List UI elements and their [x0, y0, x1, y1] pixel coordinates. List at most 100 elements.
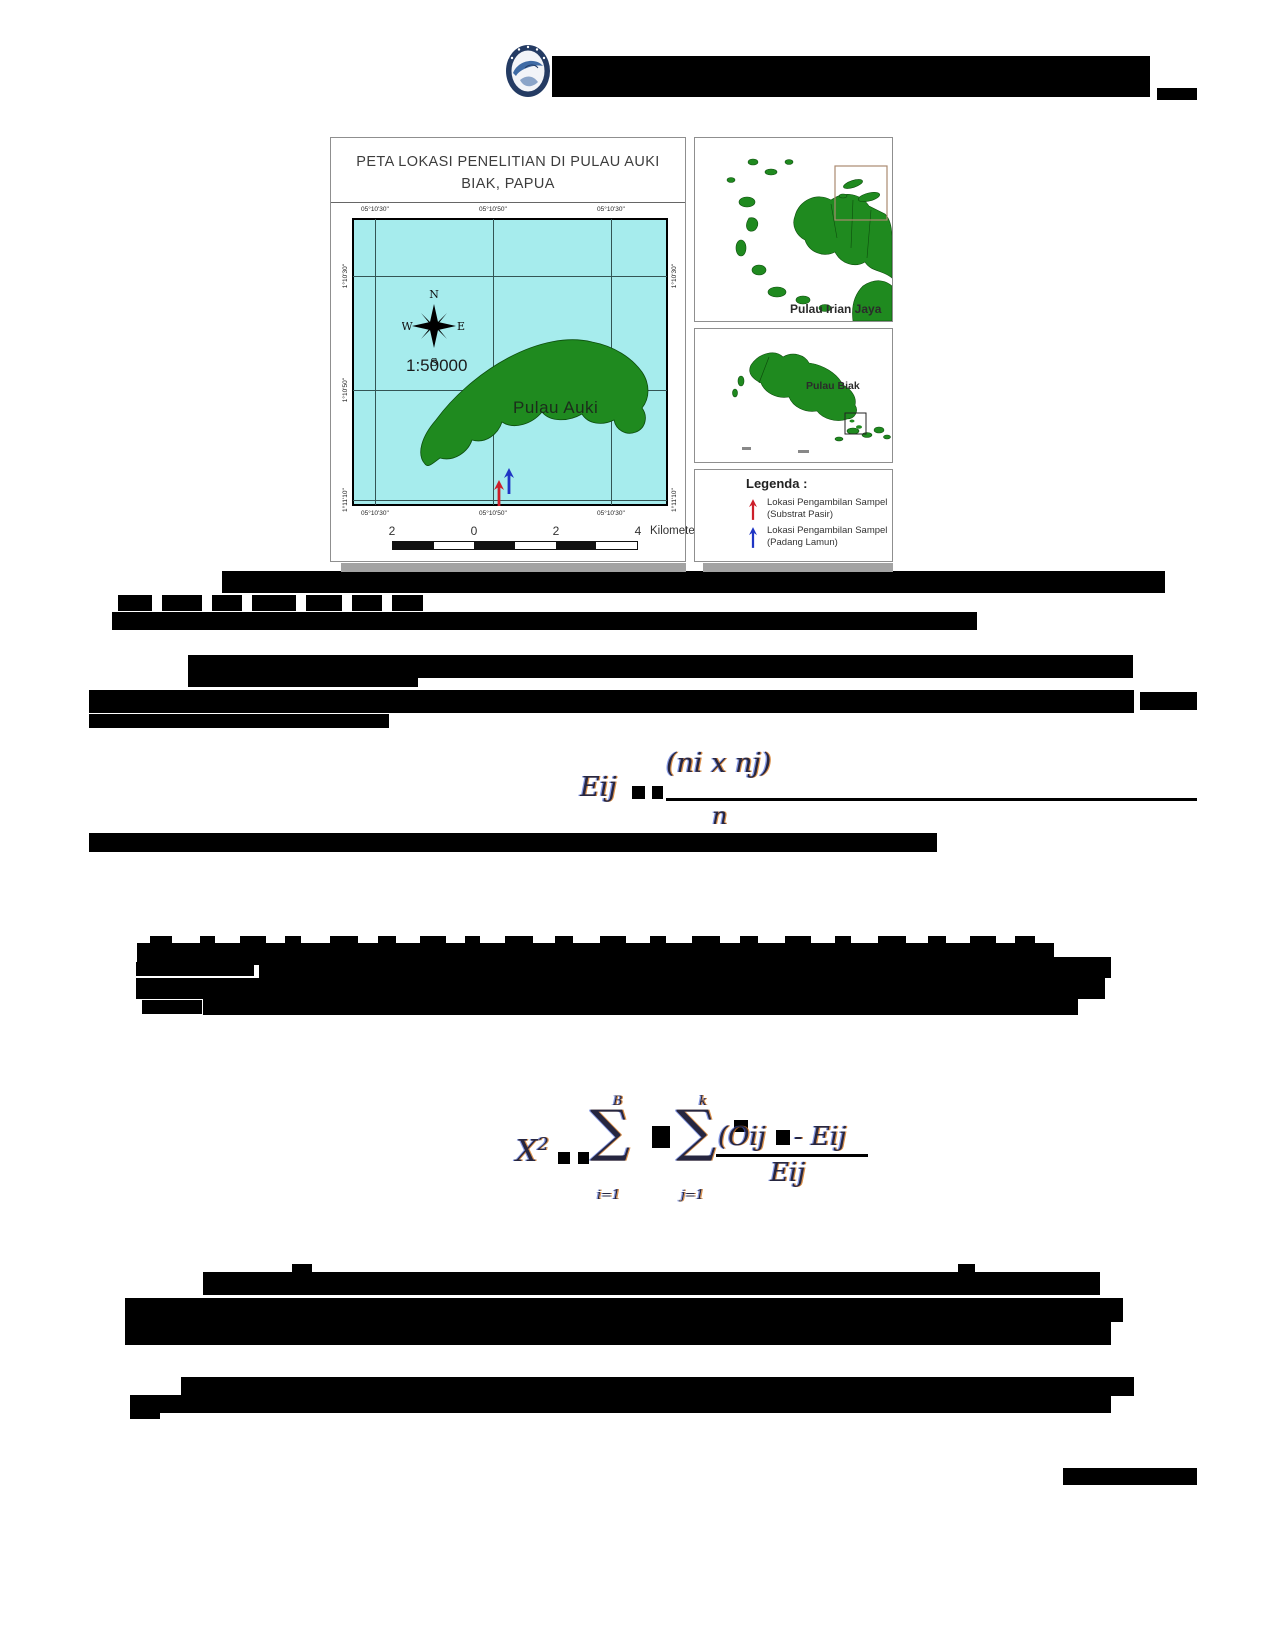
redacted-text-bar [878, 936, 906, 944]
tick-label-bottom: 05°10'30'' [360, 510, 390, 517]
redacted-text-bar [352, 595, 382, 611]
redacted-text-bar [734, 1120, 748, 1132]
redacted-text-bar [259, 957, 1111, 978]
tick-label-top: 05°10'50'' [478, 206, 508, 213]
redacted-text-bar [292, 1264, 312, 1273]
tick-label-bottom: 05°10'30'' [596, 510, 626, 517]
sigma-1: ∑ [590, 1099, 630, 1164]
redacted-text-bar [785, 936, 811, 944]
graticule-line [353, 276, 667, 277]
redacted-text-bar [835, 936, 851, 944]
redacted-text-bar [740, 936, 758, 944]
tick-label-bottom: 05°10'50'' [478, 510, 508, 517]
redacted-text-bar [136, 978, 1105, 999]
redacted-text-bar [181, 1377, 1134, 1396]
legend-item-2-line2: (Padang Lamun) [767, 537, 838, 548]
map-title-line1: PETA LOKASI PENELITIAN DI PULAU AUKI [356, 154, 660, 170]
redacted-text-bar [558, 1152, 570, 1164]
redacted-text-bar [420, 936, 446, 944]
island-label: Pulau Auki [513, 398, 599, 417]
redacted-text-bar [222, 571, 1165, 593]
map-title-line2: BIAK, PAPUA [461, 176, 555, 192]
redacted-text-bar [188, 678, 418, 687]
redacted-text-bar [306, 595, 342, 611]
redacted-text-bar [465, 936, 480, 944]
redacted-text-bar [252, 595, 296, 611]
compass-rose-icon: N E S W [402, 288, 465, 369]
redacted-text-bar [928, 936, 946, 944]
redacted-text-bar [692, 936, 720, 944]
legend-title: Legenda : [746, 476, 808, 491]
redacted-text-bar [330, 936, 358, 944]
redacted-text-bar [600, 936, 626, 944]
compass-w: W [402, 320, 413, 333]
tick-label-top: 05°10'30'' [596, 206, 626, 213]
scalebar-number: 2 [388, 524, 396, 538]
redacted-text-bar [150, 936, 172, 944]
redacted-text-bar [652, 1126, 670, 1148]
inset-irian-jaya-label: Pulau Irian Jaya [790, 302, 882, 316]
title-divider [331, 202, 685, 203]
compass-s: S [430, 356, 438, 369]
legend-item-1-line1: Lokasi Pengambilan Sampel [767, 497, 888, 508]
inset-scale-mark [798, 450, 809, 453]
redacted-text-bar [136, 962, 254, 976]
redacted-text-bar [632, 786, 645, 799]
formula2-denominator: Eij [770, 1158, 806, 1188]
legend-marker-red-icon [749, 499, 757, 520]
redacted-text-bar [958, 1264, 975, 1273]
university-seal-logo [506, 45, 550, 97]
auki-island-shape [420, 339, 649, 466]
legend-item-1: Lokasi Pengambilan Sampel (Substrat Pasi… [767, 497, 887, 521]
redacted-text-bar [666, 798, 1197, 801]
scalebar-number: 4 [634, 524, 642, 538]
graticule-line [375, 219, 376, 505]
formula2-lhs: X2 [516, 1134, 549, 1169]
formula2-numerator-left: (Oij [718, 1122, 766, 1152]
formula1-lhs: Eij [580, 772, 617, 803]
redacted-text-bar [89, 714, 389, 728]
auki-highlight-box [844, 412, 867, 435]
irian-jaya-map-shape [726, 158, 892, 321]
redacted-text-bar [240, 936, 266, 944]
redacted-text-bar [552, 56, 1150, 97]
redacted-text-bar [392, 595, 423, 611]
tick-label-left: 1°11'10'' [342, 488, 349, 512]
redacted-text-bar [130, 1412, 160, 1419]
redacted-text-bar [1157, 88, 1197, 100]
scalebar-number: 2 [552, 524, 560, 538]
redacted-text-bar [142, 1000, 202, 1014]
redacted-text-bar [203, 998, 1078, 1015]
redacted-text-bar [118, 595, 152, 611]
sigma-2: ∑ [676, 1099, 716, 1164]
formula1-numerator: (ni x nj) [666, 748, 772, 779]
redacted-text-bar [776, 1130, 790, 1145]
study-area-box [834, 165, 888, 221]
compass-e: E [457, 320, 465, 333]
sigma-1-upper: B [613, 1094, 623, 1109]
tick-label-left: 1°10'50'' [342, 377, 349, 403]
legend-panel [694, 469, 893, 562]
sample-arrow-marker-blue [504, 468, 514, 494]
sigma-2-upper: k [699, 1094, 707, 1109]
legend-item-1-line2: (Substrat Pasir) [767, 509, 833, 520]
graticule-line [493, 219, 494, 505]
redacted-text-bar [112, 612, 977, 630]
scalebar-unit: Kilometers [650, 525, 705, 537]
tick-label-top: 05°10'30'' [360, 206, 390, 213]
legend-item-2: Lokasi Pengambilan Sampel (Padang Lamun) [767, 525, 887, 549]
redacted-text-bar [203, 1272, 1100, 1295]
tick-label-right: 1°10'30'' [671, 263, 678, 289]
redacted-text-bar [200, 936, 215, 944]
tick-label-left: 1°10'30'' [342, 263, 349, 289]
sigma-2-lower: j=1 [681, 1188, 705, 1203]
redacted-text-bar [89, 833, 937, 852]
scalebar [392, 541, 638, 550]
redacted-text-bar [212, 595, 242, 611]
tick-label-right: 1°11'10'' [671, 488, 678, 512]
redacted-text-bar [970, 936, 996, 944]
redacted-text-bar [162, 595, 202, 611]
redacted-text-bar [578, 1152, 589, 1164]
